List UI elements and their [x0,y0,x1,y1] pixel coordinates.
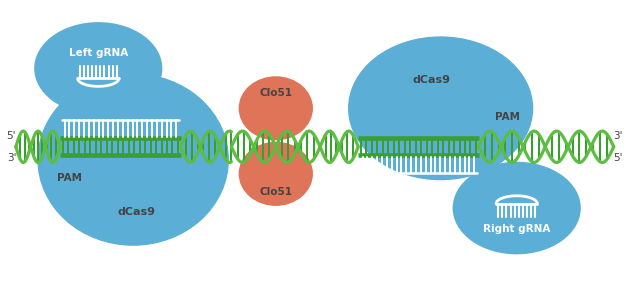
Text: 5': 5' [614,152,623,163]
Text: Left gRNA: Left gRNA [68,48,128,58]
Text: 3': 3' [7,152,16,163]
Ellipse shape [349,37,533,180]
Text: Clo51: Clo51 [259,87,292,98]
Text: Clo51: Clo51 [259,187,292,198]
Ellipse shape [38,74,228,245]
Ellipse shape [453,162,580,254]
Text: Right gRNA: Right gRNA [483,224,550,235]
Ellipse shape [240,142,312,205]
Text: PAM: PAM [57,173,82,183]
Ellipse shape [35,23,162,114]
Ellipse shape [240,77,312,140]
Text: dCas9: dCas9 [117,207,155,217]
Text: 5': 5' [7,131,16,141]
Text: 3': 3' [614,131,623,141]
Text: dCas9: dCas9 [412,75,450,85]
Text: PAM: PAM [495,112,520,123]
